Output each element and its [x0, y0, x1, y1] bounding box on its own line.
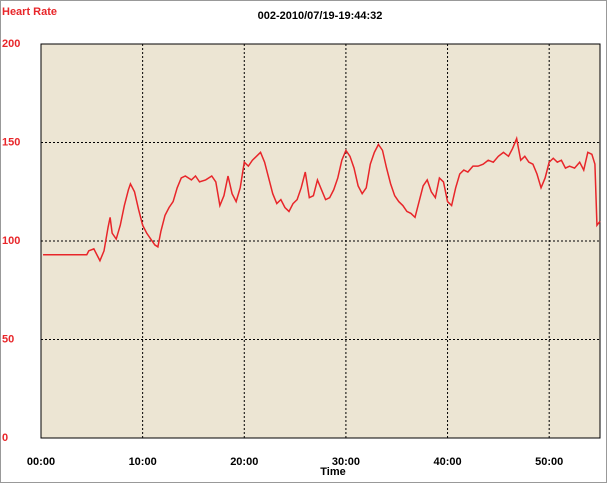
y-tick-label: 50 — [2, 333, 14, 345]
chart-title: 002-2010/07/19-19:44:32 — [258, 10, 383, 22]
y-tick-label: 100 — [2, 235, 20, 247]
line — [43, 135, 601, 263]
x-tick-label: 30:00 — [332, 456, 360, 468]
y-tick-label: 150 — [2, 136, 20, 148]
x-tick-label: 10:00 — [129, 456, 157, 468]
y-tick-label: 200 — [2, 38, 20, 50]
y-tick-label: 0 — [2, 432, 8, 444]
plot-area — [40, 43, 601, 439]
y-axis-label: Heart Rate — [2, 6, 57, 18]
x-tick-label: 00:00 — [27, 456, 55, 468]
x-tick-label: 20:00 — [230, 456, 258, 468]
x-axis-label: Time — [320, 466, 345, 478]
x-tick-label: 50:00 — [535, 456, 563, 468]
x-tick-label: 40:00 — [433, 456, 461, 468]
